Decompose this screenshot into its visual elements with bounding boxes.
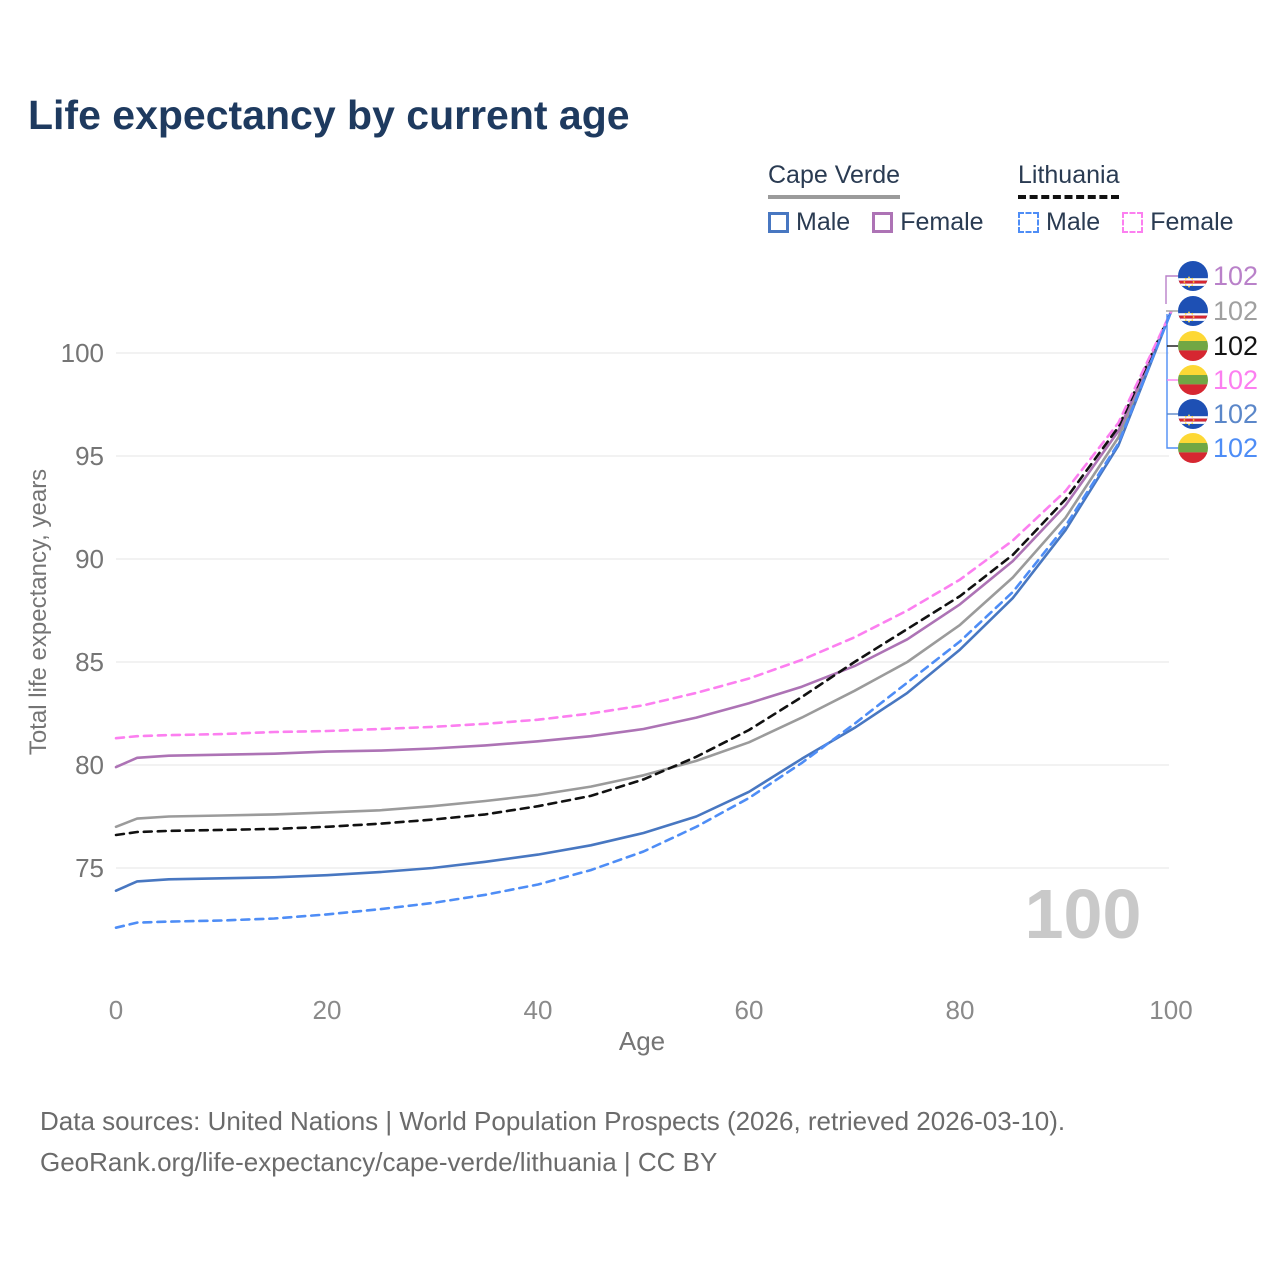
attribution-link: GeoRank.org/life-expectancy/cape-verde/l…	[40, 1147, 718, 1177]
legend-item-label: Male	[796, 208, 851, 236]
y-tick-label-95: 95	[75, 441, 104, 471]
legend-group-lithuania: Lithuania Male Female	[1018, 161, 1256, 237]
y-tick-label-90: 90	[75, 544, 104, 574]
legend-swatch-icon	[768, 212, 789, 233]
endpoint-value-lithuania-both: 102	[1213, 331, 1258, 361]
legend-item-label: Male	[1046, 208, 1101, 236]
lithuania-flag-icon	[1178, 365, 1208, 395]
x-axis-title: Age	[619, 1026, 665, 1056]
leader-cape-verde-female	[1165, 275, 1178, 304]
legend-country-label: Lithuania	[1018, 161, 1120, 199]
endpoint-value-lithuania-female: 102	[1213, 365, 1258, 395]
series-line-cape-verde-male	[114, 310, 1173, 893]
x-tick-label-0: 0	[109, 995, 123, 1025]
legend-swatch-icon	[872, 212, 894, 233]
legend-swatch-icon	[1018, 212, 1039, 233]
y-tick-label-100: 100	[61, 338, 104, 368]
x-tick-label-80: 80	[946, 995, 975, 1025]
legend-group-cape-verde: Cape Verde Male Female	[768, 161, 1006, 237]
series-line-lithuania-both	[114, 310, 1173, 837]
age-watermark: 100	[1025, 875, 1142, 953]
x-tick-label-60: 60	[735, 995, 764, 1025]
cape-verde-flag-icon	[1178, 399, 1208, 429]
y-tick-label-80: 80	[75, 750, 104, 780]
legend-country-label: Cape Verde	[768, 161, 901, 199]
page-title: Life expectancy by current age	[28, 92, 630, 138]
legend-item-cape-verde-female[interactable]: Female	[872, 208, 984, 237]
endpoint-value-cape-verde-both: 102	[1213, 296, 1258, 326]
endpoint-value-cape-verde-male: 102	[1213, 399, 1258, 429]
x-tick-label-100: 100	[1149, 995, 1192, 1025]
cape-verde-flag-icon	[1178, 261, 1208, 291]
cape-verde-flag-icon	[1178, 296, 1208, 326]
legend-item-label: Female	[1150, 208, 1234, 236]
series-line-lithuania-male	[114, 310, 1173, 930]
legend-item-lithuania-female[interactable]: Female	[1122, 208, 1234, 237]
lithuania-flag-icon	[1178, 331, 1208, 361]
y-axis-title: Total life expectancy, years	[25, 469, 52, 755]
legend-swatch-icon	[1122, 212, 1144, 233]
legend-item-cape-verde-male[interactable]: Male	[768, 208, 850, 237]
x-tick-label-40: 40	[524, 995, 553, 1025]
legend-item-label: Female	[900, 208, 984, 236]
endpoint-value-cape-verde-female: 102	[1213, 261, 1258, 291]
x-tick-label-20: 20	[313, 995, 342, 1025]
series-line-lithuania-female	[114, 310, 1173, 740]
lithuania-flag-icon	[1178, 433, 1208, 463]
leader-lithuania-male	[1166, 314, 1178, 449]
series-line-cape-verde-female	[114, 310, 1173, 769]
series-line-cape-verde-both	[114, 310, 1173, 829]
data-sources-note: Data sources: United Nations | World Pop…	[40, 1106, 1066, 1136]
legend-item-lithuania-male[interactable]: Male	[1018, 208, 1100, 237]
endpoint-value-lithuania-male: 102	[1213, 433, 1258, 463]
y-tick-label-85: 85	[75, 647, 104, 677]
y-tick-label-75: 75	[75, 853, 104, 883]
